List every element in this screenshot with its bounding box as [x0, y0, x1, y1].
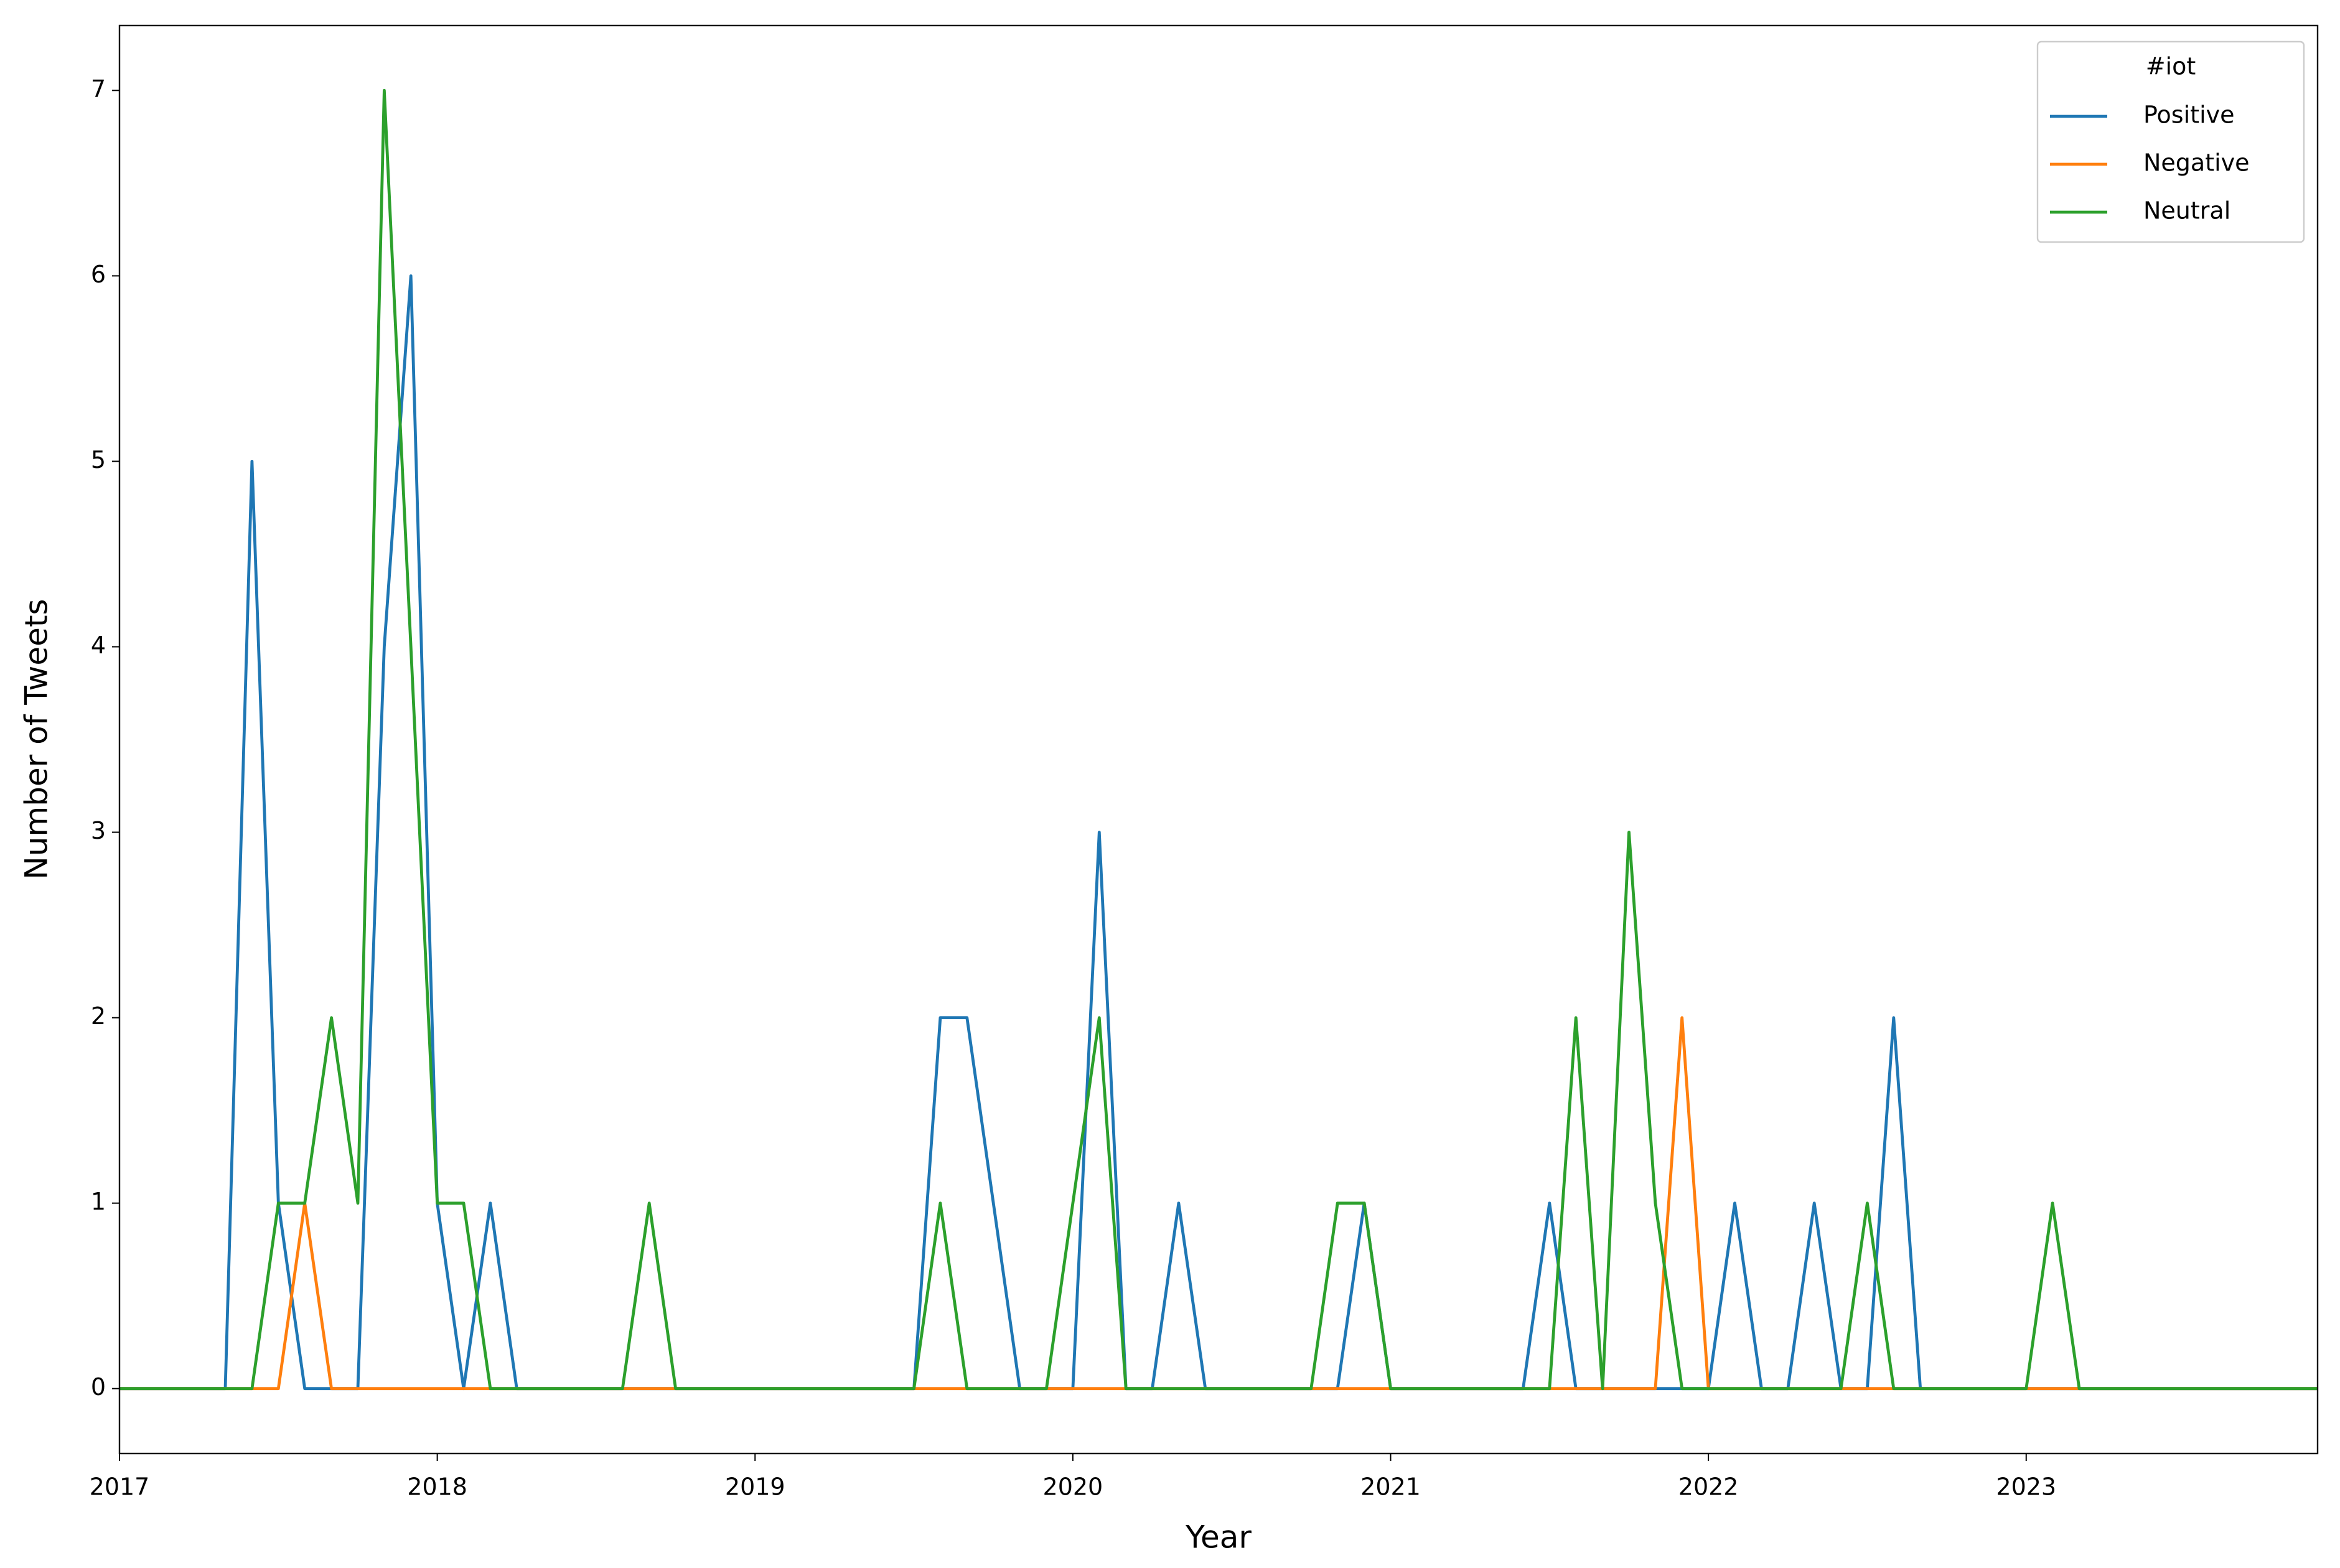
y-tick-label: 6 [91, 261, 106, 288]
y-tick-label: 3 [91, 817, 106, 844]
plot-frame [118, 24, 2319, 1455]
x-tick-label: 2020 [1043, 1473, 1103, 1501]
legend-title: #iot [2146, 53, 2196, 80]
x-axis-label: Year [1185, 1519, 1252, 1556]
y-tick-label: 1 [91, 1188, 106, 1215]
x-tick-label: 2019 [725, 1473, 785, 1501]
y-tick-label: 2 [91, 1002, 106, 1030]
x-tick-label: 2022 [1678, 1473, 1739, 1501]
y-tick-label: 0 [91, 1373, 106, 1401]
legend-label: Negative [2143, 149, 2250, 177]
data-line [119, 274, 2318, 1391]
y-tick-label: 5 [91, 446, 106, 474]
y-tick-label: 4 [91, 632, 106, 659]
x-tick-label: 2021 [1360, 1473, 1421, 1501]
x-tick-label: 2017 [90, 1473, 150, 1501]
y-tick-label: 7 [91, 75, 106, 103]
x-tick-label: 2023 [1996, 1473, 2056, 1501]
legend: #iot Positive Negative Neutral [2036, 40, 2305, 243]
data-line [119, 88, 2318, 1391]
legend-label: Neutral [2143, 197, 2230, 225]
x-tick-label: 2018 [407, 1473, 467, 1501]
legend-box [2036, 40, 2305, 243]
legend-label: Positive [2143, 101, 2235, 129]
y-axis-label: Number of Tweets [19, 599, 55, 879]
